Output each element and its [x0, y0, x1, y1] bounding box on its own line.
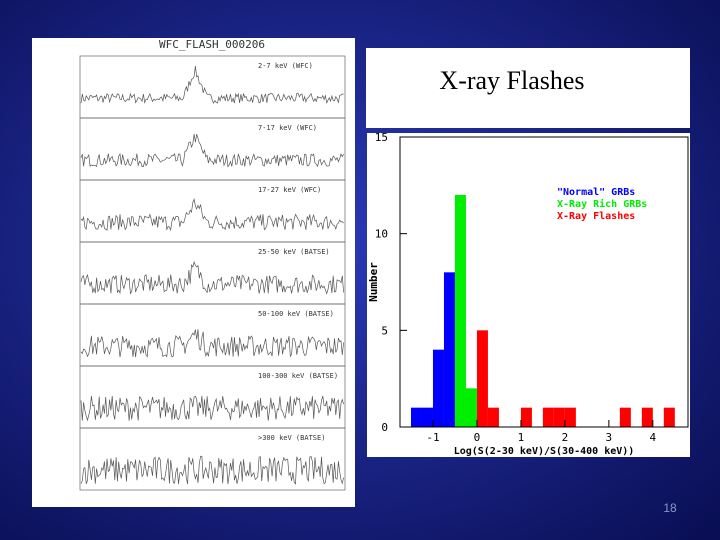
light-curve-trace	[80, 198, 344, 232]
panel-frame	[79, 427, 346, 491]
bar	[564, 407, 576, 427]
plot-frame	[399, 136, 689, 428]
histogram: 0 5 10 15 -1 0 1 2 3 4 Log(S(2-30 keV)/S(30-400 ke…	[367, 131, 689, 457]
bar	[432, 349, 444, 427]
bar	[663, 407, 675, 427]
panel-label: 50-100 keV (BATSE)	[258, 310, 334, 318]
y-axis-label: Number	[367, 262, 380, 302]
light-curve-trace	[80, 260, 344, 295]
x-tick-label: 3	[606, 431, 613, 444]
panel-label: >300 keV (BATSE)	[258, 434, 325, 442]
x-tick-label: 1	[518, 431, 525, 444]
light-curve-trace	[80, 455, 344, 485]
panel-label: 7-17 keV (WFC)	[258, 124, 317, 132]
y-tick-label: 0	[381, 421, 388, 434]
panel-label: 100-300 keV (BATSE)	[258, 372, 338, 380]
y-tick-label: 10	[375, 228, 388, 241]
light-curve-trace	[80, 395, 344, 422]
light-curve-title: WFC_FLASH_000206	[159, 38, 265, 51]
light-curves: 2-7 keV (WFC) 7-17 keV (WFC) 17-27 keV (WF…	[79, 55, 346, 491]
legend-entry: X-Ray Rich GRBs	[557, 198, 647, 210]
y-tick-label: 15	[375, 131, 388, 144]
bar	[421, 407, 433, 427]
page-number: 18	[663, 501, 677, 515]
bar	[520, 407, 532, 427]
y-tick-label: 5	[381, 324, 388, 337]
x-tick-label: 0	[474, 431, 481, 444]
bar	[553, 407, 565, 427]
bar	[619, 407, 631, 427]
bar	[476, 330, 488, 427]
light-curve-trace	[80, 66, 344, 105]
slide-title: X-ray Flashes	[439, 66, 584, 95]
bar	[454, 195, 466, 427]
light-curve-image	[32, 38, 355, 507]
x-tick-label: 4	[650, 431, 657, 444]
panel-label: 17-27 keV (WFC)	[258, 186, 321, 194]
x-tick-label: -1	[426, 431, 439, 444]
x-tick-label: 2	[562, 431, 569, 444]
bar	[465, 388, 477, 427]
bar	[542, 407, 554, 427]
title-box	[366, 48, 690, 128]
x-axis-label: Log(S(2-30 keV)/S(30-400 keV))	[454, 446, 635, 457]
bar	[487, 407, 499, 427]
bar	[641, 407, 653, 427]
light-curve-trace	[80, 134, 344, 168]
bar	[443, 272, 455, 427]
chart-box	[367, 133, 690, 457]
light-curve-trace	[80, 329, 344, 358]
panel-label: 2-7 keV (WFC)	[258, 62, 313, 70]
bar	[410, 407, 422, 427]
panel-label: 25-50 keV (BATSE)	[258, 248, 330, 256]
legend-entry: "Normal" GRBs	[557, 187, 635, 198]
legend-entry: X-Ray Flashes	[557, 211, 635, 222]
